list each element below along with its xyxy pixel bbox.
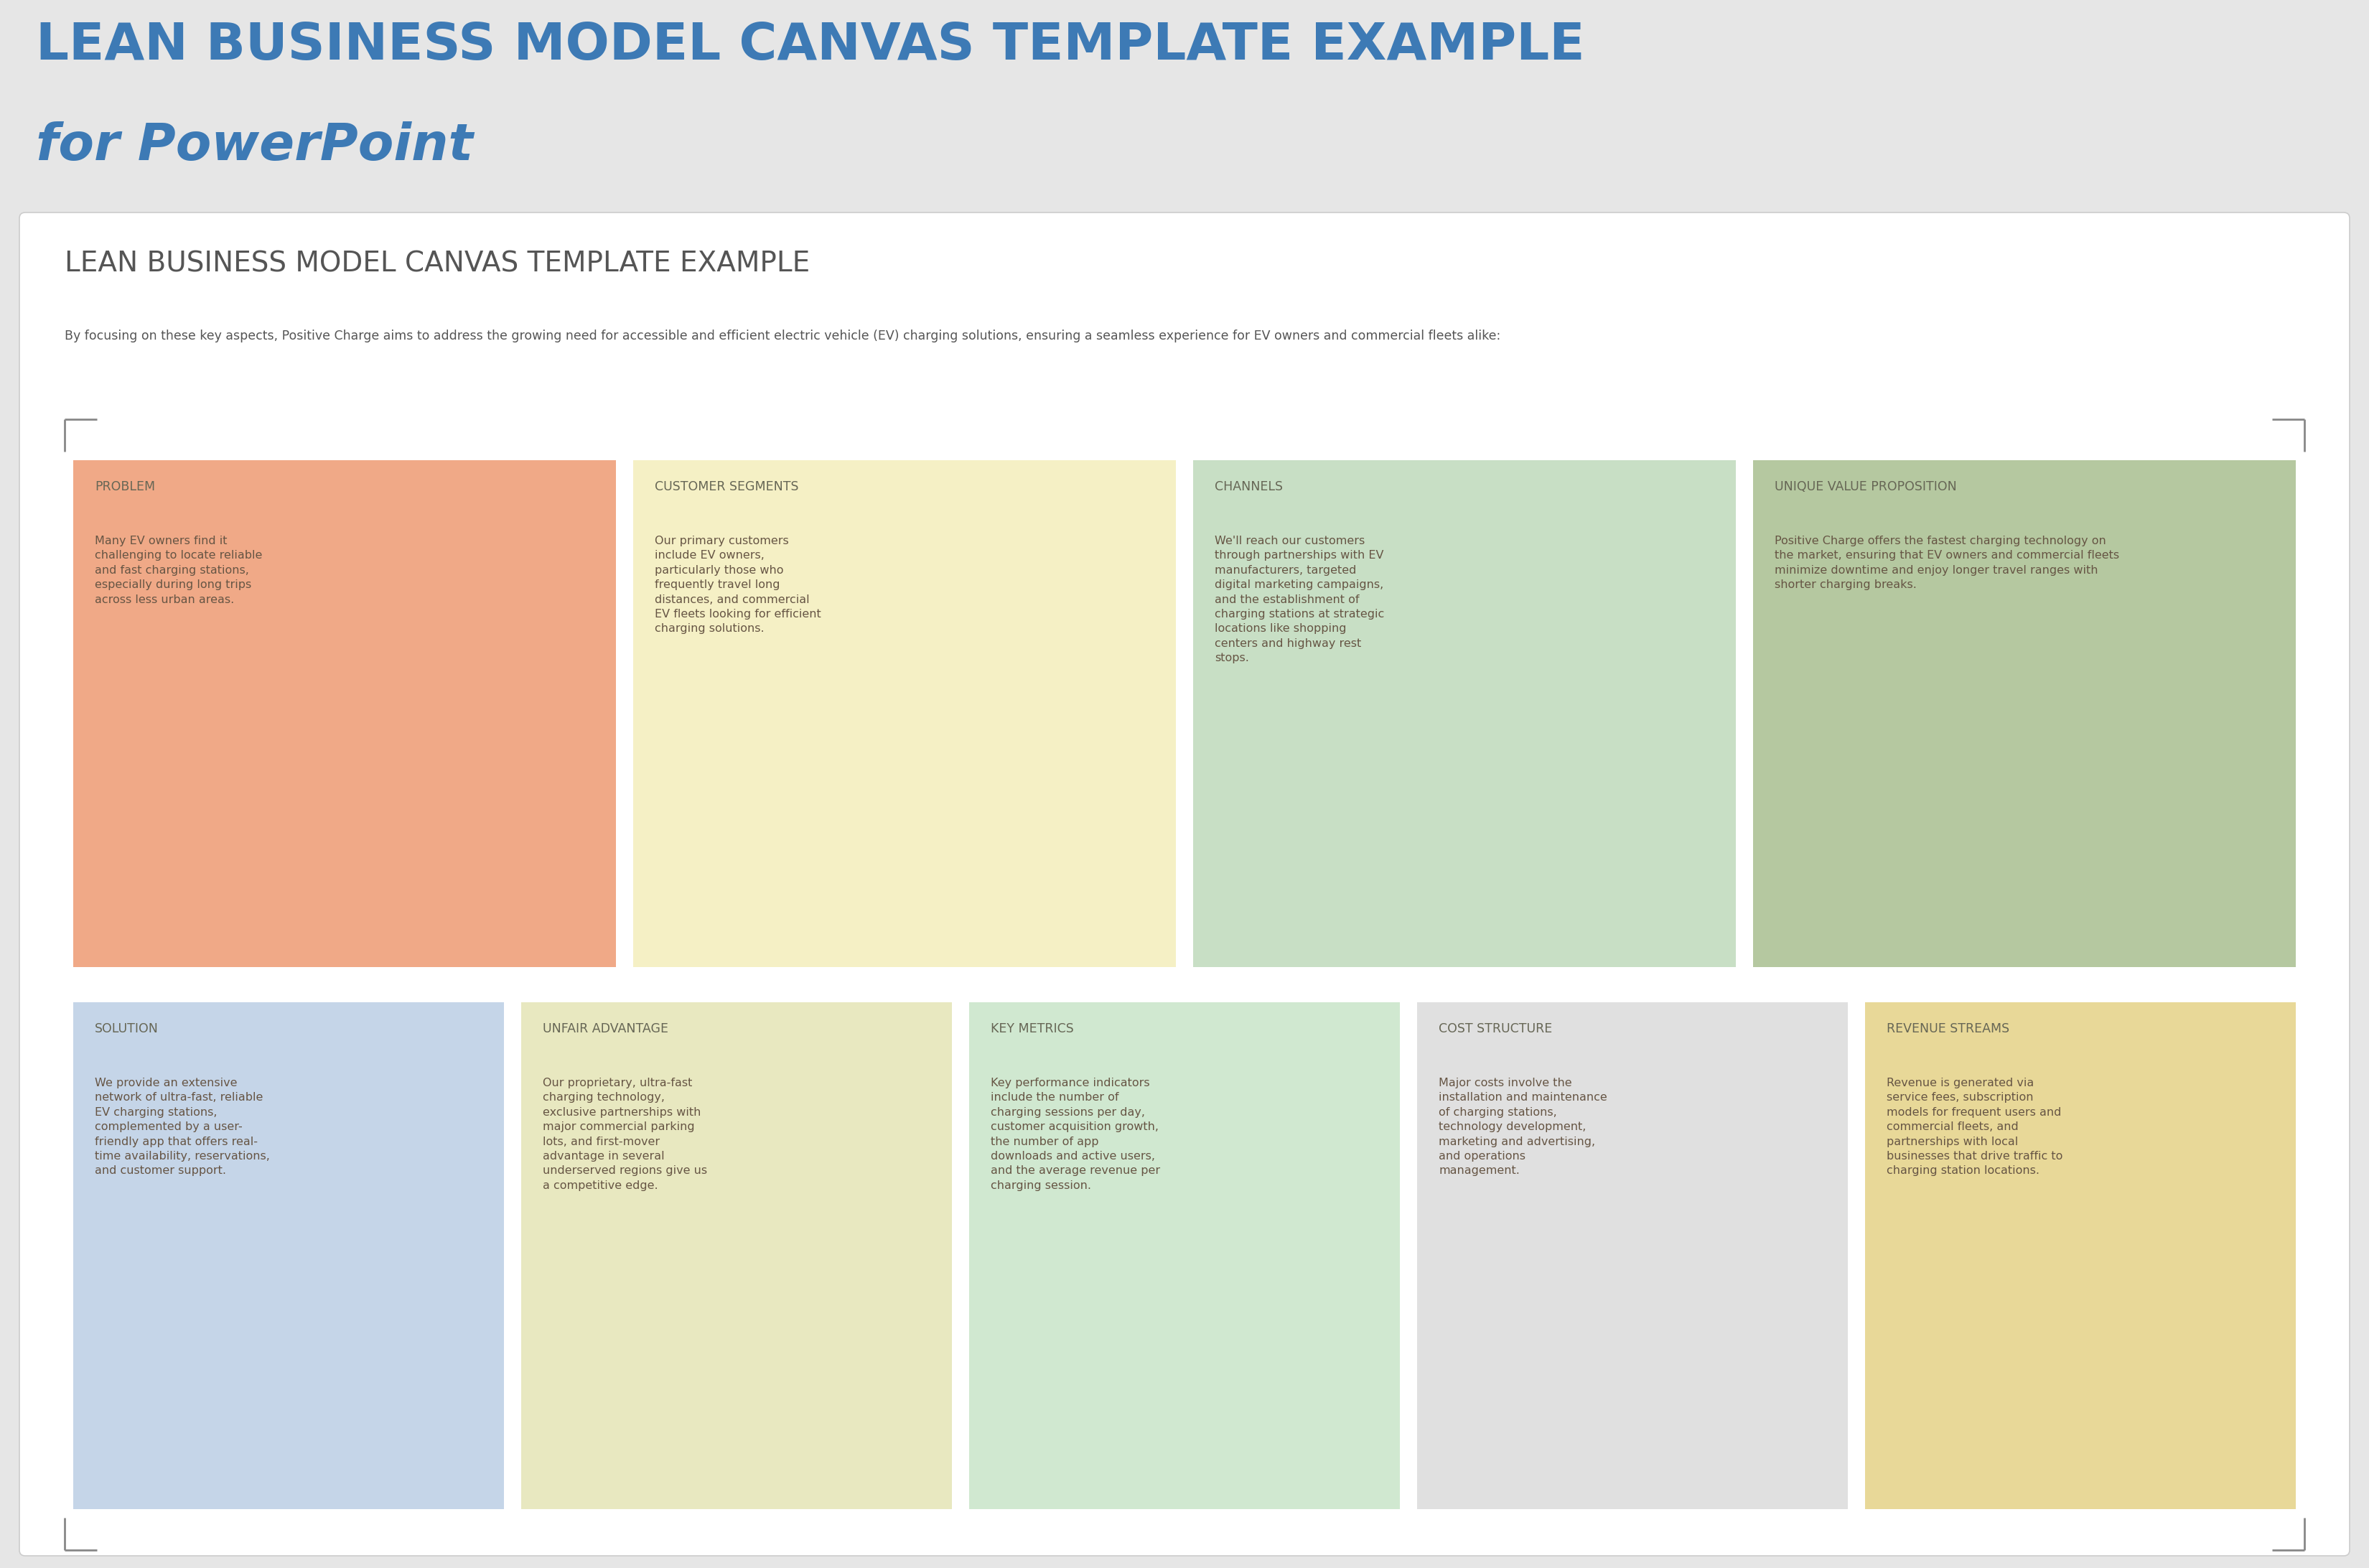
FancyBboxPatch shape <box>73 1002 505 1508</box>
Text: We'll reach our customers
through partnerships with EV
manufacturers, targeted
d: We'll reach our customers through partne… <box>1215 536 1383 663</box>
FancyBboxPatch shape <box>1194 459 1736 967</box>
Text: Major costs involve the
installation and maintenance
of charging stations,
techn: Major costs involve the installation and… <box>1438 1077 1606 1176</box>
FancyBboxPatch shape <box>1753 459 2296 967</box>
Text: for PowerPoint: for PowerPoint <box>36 121 474 171</box>
FancyBboxPatch shape <box>633 459 1175 967</box>
Text: CUSTOMER SEGMENTS: CUSTOMER SEGMENTS <box>654 480 798 494</box>
FancyBboxPatch shape <box>521 1002 952 1508</box>
FancyBboxPatch shape <box>969 1002 1400 1508</box>
Text: Many EV owners find it
challenging to locate reliable
and fast charging stations: Many EV owners find it challenging to lo… <box>95 536 263 605</box>
FancyBboxPatch shape <box>1417 1002 1848 1508</box>
Text: SOLUTION: SOLUTION <box>95 1022 159 1035</box>
Text: UNFAIR ADVANTAGE: UNFAIR ADVANTAGE <box>543 1022 668 1035</box>
Text: KEY METRICS: KEY METRICS <box>990 1022 1073 1035</box>
FancyBboxPatch shape <box>1864 1002 2296 1508</box>
Text: LEAN BUSINESS MODEL CANVAS TEMPLATE EXAMPLE: LEAN BUSINESS MODEL CANVAS TEMPLATE EXAM… <box>64 251 810 278</box>
FancyBboxPatch shape <box>19 213 2350 1555</box>
Text: Revenue is generated via
service fees, subscription
models for frequent users an: Revenue is generated via service fees, s… <box>1886 1077 2063 1176</box>
Text: CHANNELS: CHANNELS <box>1215 480 1284 494</box>
Text: We provide an extensive
network of ultra-fast, reliable
EV charging stations,
co: We provide an extensive network of ultra… <box>95 1077 270 1176</box>
Text: Key performance indicators
include the number of
charging sessions per day,
cust: Key performance indicators include the n… <box>990 1077 1161 1192</box>
Text: REVENUE STREAMS: REVENUE STREAMS <box>1886 1022 2009 1035</box>
Text: Positive Charge offers the fastest charging technology on
the market, ensuring t: Positive Charge offers the fastest charg… <box>1774 536 2120 590</box>
Text: LEAN BUSINESS MODEL CANVAS TEMPLATE EXAMPLE: LEAN BUSINESS MODEL CANVAS TEMPLATE EXAM… <box>36 20 1585 71</box>
Text: PROBLEM: PROBLEM <box>95 480 154 494</box>
Text: COST STRUCTURE: COST STRUCTURE <box>1438 1022 1552 1035</box>
Text: Our proprietary, ultra-fast
charging technology,
exclusive partnerships with
maj: Our proprietary, ultra-fast charging tec… <box>543 1077 708 1192</box>
Text: By focusing on these key aspects, Positive Charge aims to address the growing ne: By focusing on these key aspects, Positi… <box>64 329 1500 342</box>
Text: UNIQUE VALUE PROPOSITION: UNIQUE VALUE PROPOSITION <box>1774 480 1957 494</box>
Text: Our primary customers
include EV owners,
particularly those who
frequently trave: Our primary customers include EV owners,… <box>654 536 822 633</box>
FancyBboxPatch shape <box>73 459 616 967</box>
